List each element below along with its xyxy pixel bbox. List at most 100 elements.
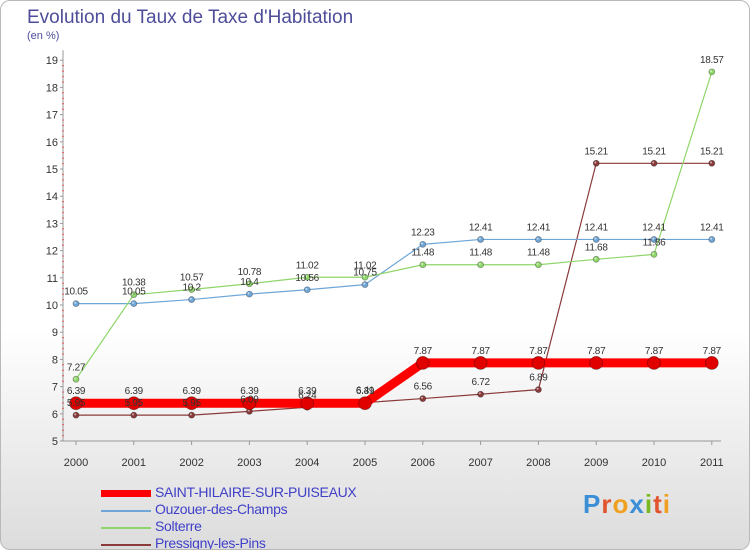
- x-tick-label: 2008: [526, 457, 550, 469]
- series-point: [704, 356, 719, 370]
- data-label: 6.56: [414, 382, 433, 393]
- y-minor-tick: [62, 396, 64, 399]
- logo-letter: t: [653, 489, 663, 519]
- y-minor-tick: [62, 391, 64, 393]
- legend-swatch: [101, 527, 151, 529]
- series-point: [419, 240, 427, 248]
- data-label: 10.75: [353, 268, 377, 279]
- series-point: [477, 236, 485, 243]
- data-label: 6.24: [298, 390, 317, 401]
- y-minor-tick: [62, 380, 64, 382]
- x-tick-label: 2010: [642, 457, 666, 469]
- series-point: [361, 281, 369, 289]
- chart-subtitle: (en %): [27, 30, 60, 42]
- y-minor-tick: [62, 97, 64, 100]
- series-line: [76, 162, 712, 416]
- y-tick-label: 8: [52, 354, 58, 366]
- data-label: 10.05: [64, 287, 88, 298]
- series-point: [650, 251, 658, 258]
- y-minor-tick: [62, 70, 64, 72]
- data-label: 5.95: [182, 398, 201, 409]
- x-tick-label: 2007: [468, 457, 492, 469]
- data-label: 6.39: [298, 386, 317, 397]
- y-tick-label: 11: [47, 273, 58, 285]
- series-point-highlight: [132, 413, 134, 416]
- y-tick-label: 14: [46, 191, 58, 203]
- series-point-highlight: [536, 387, 539, 390]
- data-label: 15.21: [642, 146, 666, 157]
- series-point-highlight: [536, 237, 539, 240]
- y-minor-tick: [62, 260, 64, 263]
- series-point: [589, 356, 604, 370]
- series-point-highlight: [363, 282, 366, 285]
- series-point-highlight: [652, 237, 655, 240]
- series-point-highlight: [421, 242, 423, 245]
- series-point-highlight: [189, 287, 192, 290]
- y-minor-tick: [62, 342, 64, 344]
- legend-swatch: [101, 544, 151, 546]
- data-label: 12.23: [411, 227, 435, 238]
- logo-letter: i: [662, 489, 671, 519]
- series-point: [72, 300, 80, 308]
- y-minor-tick: [62, 189, 64, 192]
- y-minor-tick: [62, 434, 64, 437]
- y-minor-tick: [62, 374, 64, 377]
- data-label: 11.68: [585, 242, 609, 253]
- data-label: 5.95: [67, 398, 86, 409]
- y-minor-tick: [62, 217, 64, 219]
- y-tick-label: 15: [46, 164, 58, 176]
- data-label: 12.41: [469, 222, 493, 233]
- data-label: 12.41: [642, 222, 666, 233]
- series-point-highlight: [74, 301, 77, 304]
- y-minor-tick: [62, 402, 64, 404]
- y-minor-tick: [62, 162, 64, 165]
- data-label: 10.38: [122, 278, 146, 289]
- y-minor-tick: [62, 369, 64, 372]
- y-tick-label: 16: [46, 137, 58, 149]
- x-tick-label: 2000: [64, 457, 88, 469]
- logo-letter: i: [644, 489, 654, 519]
- logo-letter: r: [601, 489, 613, 519]
- y-minor-tick: [62, 81, 64, 83]
- y-tick-label: 18: [46, 82, 58, 94]
- series-point: [300, 396, 315, 411]
- legend-swatch: [101, 490, 151, 497]
- series-point: [531, 356, 546, 370]
- series-point: [535, 236, 542, 243]
- series-point: [650, 159, 658, 167]
- data-label: 7.87: [471, 346, 490, 357]
- y-minor-tick: [62, 266, 64, 268]
- data-label: 6.39: [240, 386, 259, 397]
- y-minor-tick: [62, 271, 64, 274]
- y-minor-tick: [62, 238, 64, 241]
- y-tick-label: 6: [52, 409, 58, 421]
- series-point: [72, 411, 80, 419]
- y-tick-label: 9: [52, 327, 58, 339]
- y-minor-tick: [62, 146, 64, 149]
- legend-swatch: [101, 510, 151, 512]
- series-point: [184, 396, 199, 411]
- data-label: 18.57: [700, 55, 724, 66]
- logo-letter: o: [612, 489, 630, 519]
- y-minor-tick: [62, 255, 64, 257]
- series-line: [76, 238, 712, 305]
- data-label: 5.95: [125, 398, 144, 409]
- y-minor-tick: [62, 244, 64, 246]
- y-tick-label: 12: [46, 246, 58, 258]
- data-label: 6.39: [67, 386, 86, 397]
- series-point-highlight: [594, 237, 597, 240]
- data-label: 11.86: [643, 237, 667, 248]
- series-point-highlight: [74, 377, 77, 380]
- y-minor-tick: [62, 315, 64, 317]
- series-point-highlight: [710, 70, 712, 73]
- data-label: 10.56: [295, 273, 319, 284]
- data-label: 10.4: [240, 277, 259, 288]
- y-minor-tick: [62, 309, 64, 312]
- x-tick-label: 2004: [295, 457, 319, 469]
- y-minor-tick: [62, 407, 64, 410]
- y-minor-tick: [62, 119, 64, 121]
- data-label: 6.72: [471, 377, 490, 388]
- y-minor-tick: [62, 353, 64, 355]
- series-point: [245, 290, 253, 298]
